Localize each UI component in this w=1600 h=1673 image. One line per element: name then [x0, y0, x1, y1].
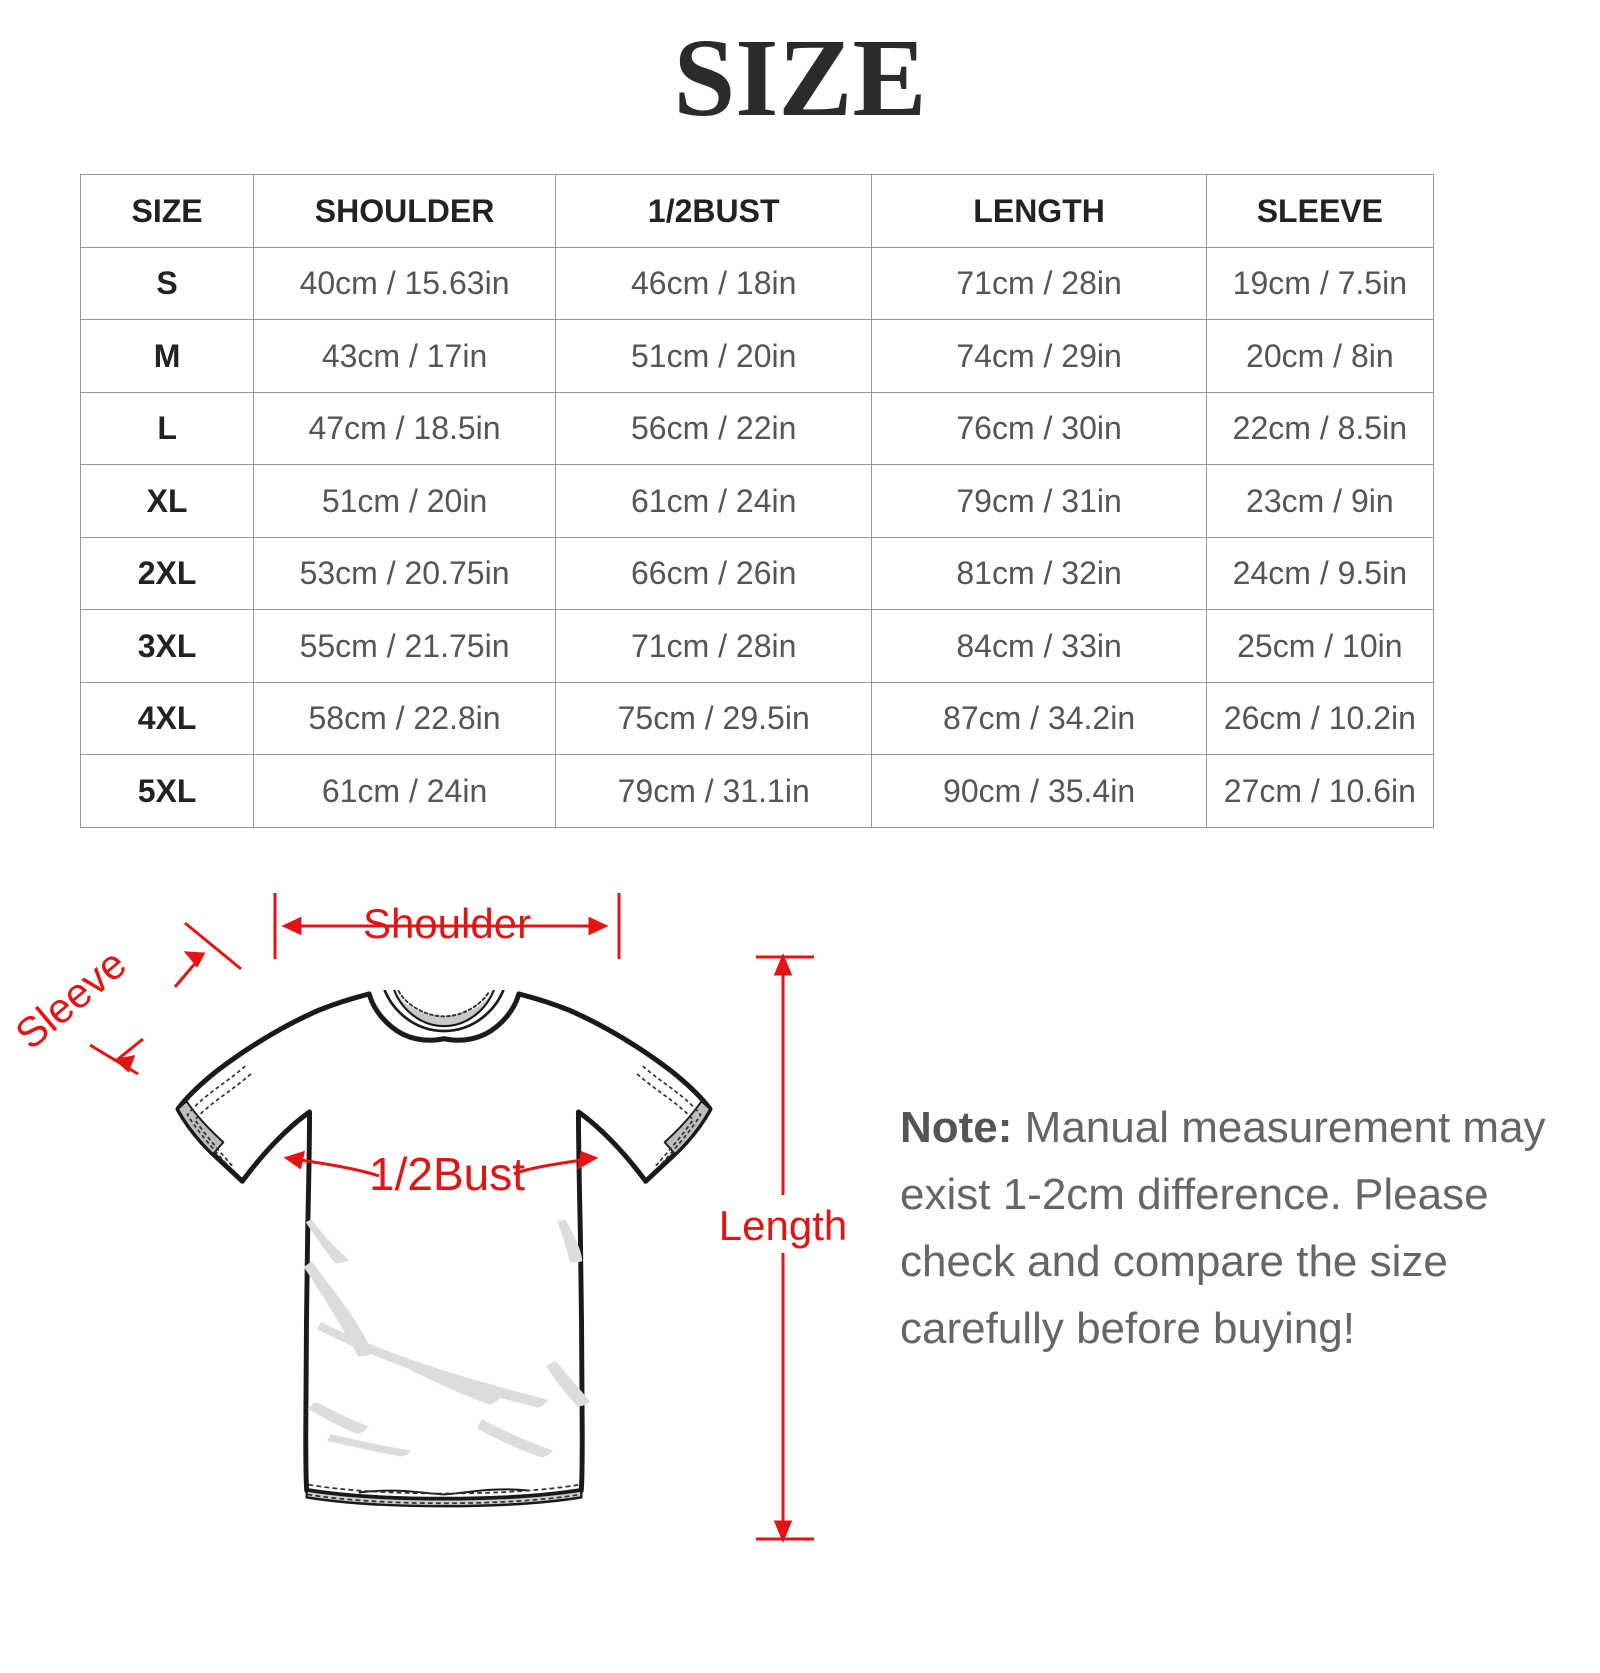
- svg-text:1/2Bust: 1/2Bust: [369, 1148, 525, 1200]
- svg-text:Sleeve: Sleeve: [6, 940, 135, 1059]
- svg-text:Shoulder: Shoulder: [363, 900, 531, 947]
- svg-text:Length: Length: [719, 1202, 847, 1249]
